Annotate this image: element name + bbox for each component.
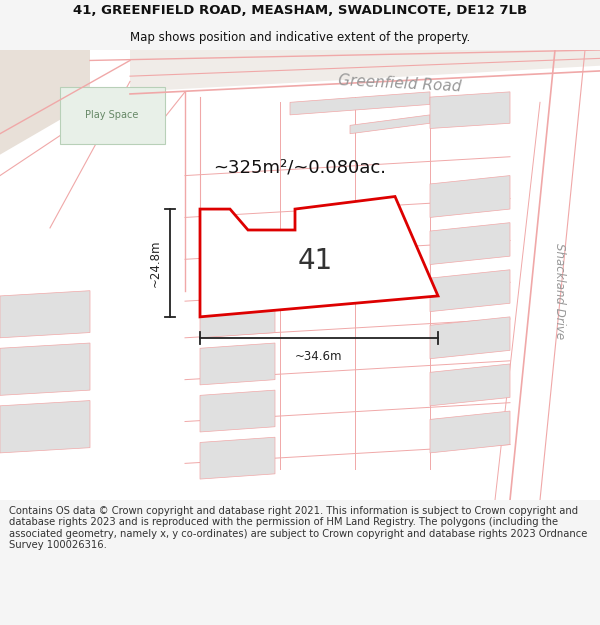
Polygon shape [430,364,510,406]
Polygon shape [430,270,510,312]
Polygon shape [200,390,275,432]
Text: ~24.8m: ~24.8m [149,239,162,287]
Text: Map shows position and indicative extent of the property.: Map shows position and indicative extent… [130,31,470,44]
Polygon shape [290,92,430,115]
Text: Play Space: Play Space [85,110,139,120]
Text: Contains OS data © Crown copyright and database right 2021. This information is : Contains OS data © Crown copyright and d… [9,506,587,550]
Polygon shape [130,50,600,92]
Polygon shape [430,411,510,453]
Text: Greenfield Road: Greenfield Road [338,72,462,94]
Polygon shape [430,176,510,218]
Polygon shape [430,222,510,264]
Polygon shape [350,115,430,134]
Polygon shape [0,343,90,396]
Text: 41: 41 [298,248,332,276]
Polygon shape [200,196,438,317]
Text: ~325m²/~0.080ac.: ~325m²/~0.080ac. [214,158,386,176]
Polygon shape [200,438,275,479]
Polygon shape [430,317,510,359]
Polygon shape [60,87,165,144]
Polygon shape [200,301,275,338]
Polygon shape [0,401,90,453]
Polygon shape [200,343,275,385]
Text: Shackland Drive: Shackland Drive [554,242,566,339]
Polygon shape [0,291,90,338]
Polygon shape [430,92,510,129]
Text: 41, GREENFIELD ROAD, MEASHAM, SWADLINCOTE, DE12 7LB: 41, GREENFIELD ROAD, MEASHAM, SWADLINCOT… [73,4,527,18]
Polygon shape [0,50,90,154]
Text: ~34.6m: ~34.6m [295,351,343,363]
